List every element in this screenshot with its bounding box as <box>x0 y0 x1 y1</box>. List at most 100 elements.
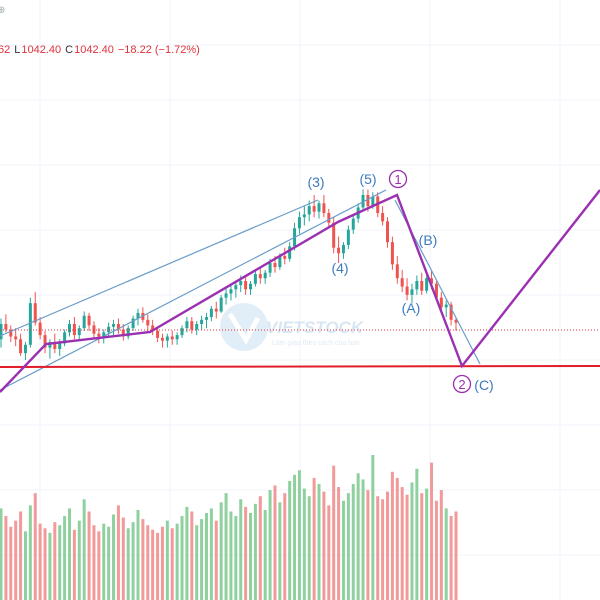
crosshair-icon[interactable]: ⊕ <box>0 5 6 16</box>
volume-bar <box>97 531 101 600</box>
volume-bar <box>390 471 394 600</box>
volume-bar <box>312 477 316 600</box>
volume-bar <box>449 516 453 600</box>
volume-bar <box>361 479 365 600</box>
volume-bar <box>14 520 18 600</box>
candle-body <box>229 289 233 294</box>
volume-bar <box>307 496 311 600</box>
volume-bar <box>209 508 213 600</box>
volume-bar <box>9 526 13 600</box>
volume-bar <box>180 516 184 600</box>
candle-body <box>434 283 438 298</box>
candle-body <box>332 222 336 248</box>
volume-bar <box>224 493 228 600</box>
legend-open-tail: 62 <box>0 44 11 56</box>
volume-bar <box>175 523 179 600</box>
volume-bar <box>102 523 106 600</box>
candle-body <box>371 196 375 207</box>
volume-bar <box>366 490 370 600</box>
volume-bar <box>268 490 272 600</box>
candle-body <box>395 264 399 279</box>
volume-bar <box>160 526 164 600</box>
volume-bar <box>4 516 8 600</box>
candle-body <box>43 335 47 348</box>
volume-bar <box>28 505 32 600</box>
candle-body <box>288 246 292 259</box>
candle-body <box>33 303 37 323</box>
volume-bar <box>341 500 345 600</box>
candle-body <box>307 206 311 215</box>
volume-bar <box>337 487 341 600</box>
candle-body <box>390 242 394 265</box>
candle-body <box>312 206 316 212</box>
candle-body <box>219 297 223 312</box>
volume-bar <box>112 514 116 600</box>
channel-lower-line[interactable] <box>0 189 387 391</box>
volume-bar <box>190 511 194 600</box>
elliott-wave-path[interactable] <box>0 189 600 393</box>
volume-bar <box>126 528 130 600</box>
volume-bar <box>38 523 42 600</box>
candle-body <box>195 324 199 330</box>
candle-body <box>112 324 116 327</box>
candle-body <box>244 281 248 290</box>
volume-bar <box>381 499 385 600</box>
volume-bar <box>151 529 155 600</box>
volume-bar <box>200 519 204 600</box>
candle-body <box>346 229 350 245</box>
candle-body <box>175 335 179 340</box>
legend-close-value: 1042.40 <box>74 44 114 56</box>
candle-body <box>258 274 262 279</box>
volume-bar <box>410 482 414 600</box>
candle-body <box>58 343 62 349</box>
channel-upper-line[interactable] <box>0 199 319 337</box>
volume-bar <box>376 496 380 600</box>
candle-body <box>400 278 404 287</box>
candle-body <box>214 308 218 312</box>
volume-bar <box>371 455 375 600</box>
wave-label-a: (A) <box>402 300 421 316</box>
support-line[interactable] <box>0 365 600 368</box>
candle-body <box>67 324 71 333</box>
volume-bar <box>420 493 424 600</box>
volume-bar <box>121 517 125 600</box>
candle-body <box>180 328 184 336</box>
volume-bar <box>386 491 390 600</box>
volume-bar <box>156 532 160 600</box>
candle-body <box>278 256 282 268</box>
candle-body <box>430 278 434 284</box>
volume-bar <box>48 532 52 600</box>
vietstock-logo-mark <box>227 312 261 345</box>
candle-body <box>268 262 272 273</box>
volume-bar <box>23 531 27 600</box>
volume-bar <box>395 477 399 600</box>
candle-body <box>386 221 390 243</box>
legend-change: −18.22 (−1.72%) <box>117 44 200 56</box>
volume-bar <box>131 522 135 600</box>
volume-bar <box>33 493 37 600</box>
legend-low-key: L <box>14 44 21 56</box>
candle-body <box>204 317 208 320</box>
candle-body <box>77 328 81 336</box>
candle-body <box>190 321 194 330</box>
volume-bar <box>239 499 243 600</box>
volume-bar <box>146 525 150 600</box>
volume-bar <box>63 516 67 600</box>
wave-label-2: 2 <box>458 377 465 392</box>
volume-bar <box>58 525 62 600</box>
volume-bar <box>116 505 120 600</box>
volume-bar <box>249 513 253 600</box>
candle-body <box>224 293 228 298</box>
candle-body <box>317 203 321 212</box>
candle-body <box>449 304 453 320</box>
candle-body <box>19 339 23 354</box>
candle-body <box>9 329 13 337</box>
volume-bar <box>283 493 287 600</box>
candle-body <box>185 321 189 329</box>
volume-bar <box>415 468 419 600</box>
candle-body <box>126 328 130 337</box>
volume-bar <box>263 509 267 600</box>
volume-bar <box>92 525 96 600</box>
volume-bars <box>0 455 458 600</box>
